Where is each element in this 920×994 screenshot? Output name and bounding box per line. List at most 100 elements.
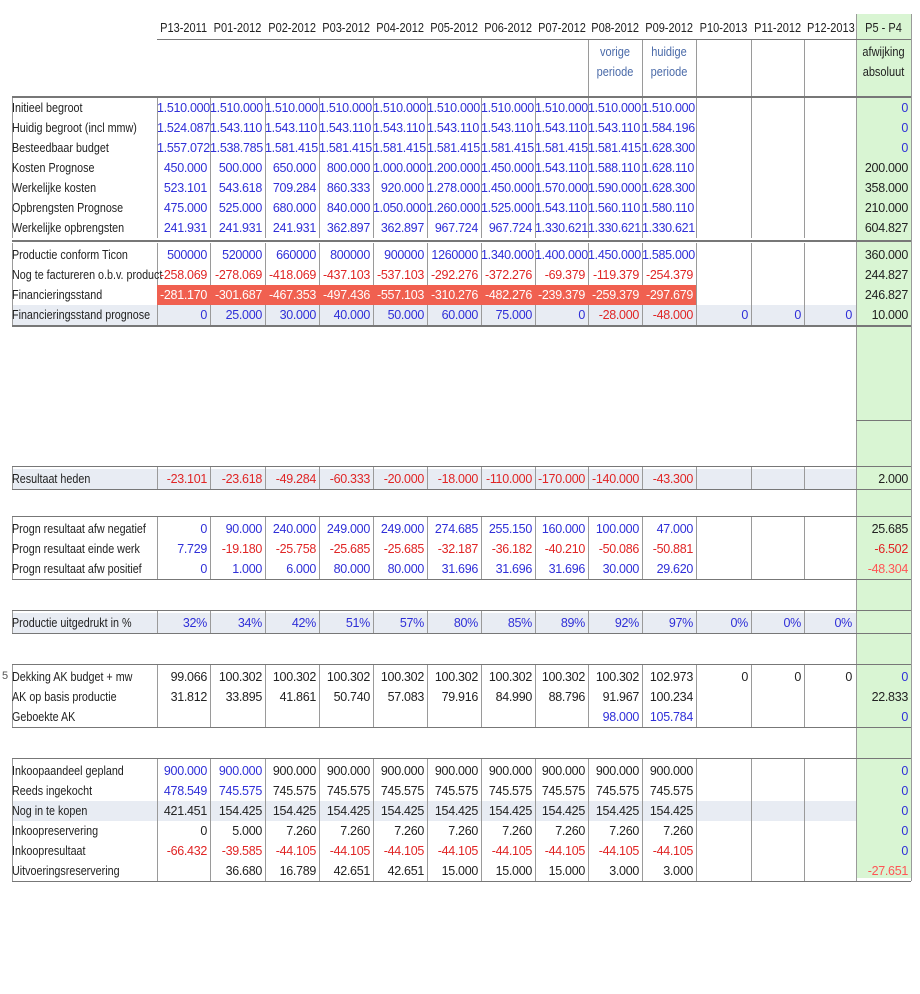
data-cell[interactable]: 7.260	[394, 824, 424, 838]
delta-cell[interactable]: 0	[901, 141, 908, 155]
data-cell[interactable]: 0	[794, 308, 801, 322]
data-cell[interactable]: 709.284	[272, 181, 316, 195]
delta-cell[interactable]: 0	[901, 784, 908, 798]
data-cell[interactable]: 967.724	[488, 221, 532, 235]
data-cell[interactable]: 362.897	[326, 221, 370, 235]
data-cell[interactable]: -32.187	[437, 542, 479, 556]
delta-cell[interactable]: 2.000	[878, 472, 908, 486]
data-cell[interactable]: 0	[200, 522, 207, 536]
data-cell[interactable]: 100.302	[434, 670, 478, 684]
data-cell[interactable]: 154.425	[649, 804, 693, 818]
data-cell[interactable]: 1.330.621	[588, 221, 641, 235]
data-cell[interactable]: 900.000	[649, 764, 693, 778]
data-cell[interactable]: 0	[578, 308, 585, 322]
delta-cell[interactable]: 0	[901, 804, 908, 818]
data-cell[interactable]: 745.575	[326, 784, 370, 798]
data-cell[interactable]: 745.575	[488, 784, 532, 798]
data-cell[interactable]: 240.000	[272, 522, 316, 536]
data-cell[interactable]: 15.000	[548, 864, 586, 878]
data-cell[interactable]: 1.510.000	[210, 101, 263, 115]
data-cell[interactable]: 1.524.087	[157, 121, 210, 135]
data-cell[interactable]: 1.543.110	[535, 121, 587, 135]
data-cell[interactable]: 1.580.110	[642, 201, 694, 215]
data-cell[interactable]: 154.425	[595, 804, 639, 818]
data-cell[interactable]: 31.812	[170, 690, 208, 704]
data-cell[interactable]: 900.000	[326, 764, 370, 778]
data-cell[interactable]: 1.000	[232, 562, 262, 576]
data-cell[interactable]: 30.000	[279, 308, 317, 322]
data-cell[interactable]: 1.570.000	[535, 181, 588, 195]
data-cell[interactable]: 6.000	[286, 562, 316, 576]
data-cell[interactable]: 450.000	[163, 161, 207, 175]
data-cell[interactable]: 1.330.621	[642, 221, 695, 235]
data-cell[interactable]: 33.895	[225, 690, 263, 704]
data-cell[interactable]: 0	[200, 824, 207, 838]
data-cell[interactable]: 1.260.000	[427, 201, 480, 215]
data-cell[interactable]: -44.105	[275, 844, 317, 858]
data-cell[interactable]: 80%	[453, 616, 478, 630]
data-cell[interactable]: 800.000	[326, 161, 370, 175]
data-cell[interactable]: 7.260	[286, 824, 316, 838]
data-cell[interactable]: 900.000	[380, 764, 424, 778]
data-cell[interactable]: 1.200.000	[427, 161, 480, 175]
data-cell[interactable]: 1.543.110	[319, 121, 371, 135]
data-cell[interactable]: -66.432	[166, 844, 208, 858]
data-cell[interactable]: -28.000	[598, 308, 640, 322]
data-cell[interactable]: -278.069	[215, 268, 262, 282]
data-cell[interactable]: -140.000	[592, 472, 639, 486]
data-cell[interactable]: 79.916	[441, 690, 479, 704]
data-cell[interactable]: 1.330.621	[535, 221, 588, 235]
data-cell[interactable]: 900.000	[488, 764, 532, 778]
data-cell[interactable]: -44.105	[544, 844, 586, 858]
data-cell[interactable]: 745.575	[272, 784, 316, 798]
data-cell[interactable]: 1.628.300	[642, 141, 695, 155]
data-cell[interactable]: 745.575	[218, 784, 262, 798]
data-cell[interactable]: 30.000	[602, 562, 640, 576]
data-cell[interactable]: 100.302	[326, 670, 370, 684]
data-cell[interactable]: 478.549	[163, 784, 207, 798]
data-cell[interactable]: 1.510.000	[642, 101, 695, 115]
data-cell[interactable]: 1260000	[431, 248, 478, 262]
data-cell[interactable]: -40.210	[544, 542, 586, 556]
data-cell[interactable]: 1.543.110	[535, 161, 587, 175]
data-cell[interactable]: -482.276	[481, 285, 535, 305]
data-cell[interactable]: 1.590.000	[588, 181, 641, 195]
data-cell[interactable]: 60.000	[441, 308, 479, 322]
data-cell[interactable]: 362.897	[380, 221, 424, 235]
data-cell[interactable]: -25.685	[383, 542, 425, 556]
data-cell[interactable]: 154.425	[488, 804, 532, 818]
data-cell[interactable]: 41.861	[279, 690, 317, 704]
data-cell[interactable]: 57%	[399, 616, 424, 630]
data-cell[interactable]: 154.425	[380, 804, 424, 818]
data-cell[interactable]: 900.000	[272, 764, 316, 778]
data-cell[interactable]: 1.000.000	[373, 161, 426, 175]
data-cell[interactable]: 154.425	[541, 804, 585, 818]
data-cell[interactable]: 1.450.000	[481, 181, 534, 195]
data-cell[interactable]: 31.696	[495, 562, 533, 576]
data-cell[interactable]: -43.300	[652, 472, 694, 486]
data-cell[interactable]: -48.000	[652, 308, 694, 322]
data-cell[interactable]: 160.000	[541, 522, 585, 536]
data-cell[interactable]: 1.510.000	[535, 101, 588, 115]
data-cell[interactable]: 32%	[182, 616, 207, 630]
data-cell[interactable]: 1.450.000	[481, 161, 534, 175]
delta-cell[interactable]: 0	[901, 670, 908, 684]
data-cell[interactable]: 900.000	[541, 764, 585, 778]
data-cell[interactable]: 154.425	[434, 804, 478, 818]
data-cell[interactable]: 0	[845, 308, 852, 322]
data-cell[interactable]: -44.105	[383, 844, 425, 858]
data-cell[interactable]: 900.000	[163, 764, 207, 778]
data-cell[interactable]: -36.182	[491, 542, 533, 556]
data-cell[interactable]: 1.543.110	[427, 121, 479, 135]
data-cell[interactable]: 745.575	[595, 784, 639, 798]
data-cell[interactable]: 900.000	[595, 764, 639, 778]
data-cell[interactable]: 745.575	[649, 784, 693, 798]
data-cell[interactable]: 100.302	[218, 670, 262, 684]
data-cell[interactable]: -44.105	[329, 844, 371, 858]
data-cell[interactable]: -25.758	[275, 542, 317, 556]
data-cell[interactable]: -297.679	[642, 285, 696, 305]
data-cell[interactable]: -50.881	[652, 542, 694, 556]
data-cell[interactable]: -44.105	[491, 844, 533, 858]
data-cell[interactable]: 745.575	[380, 784, 424, 798]
data-cell[interactable]: 98.000	[602, 710, 640, 724]
